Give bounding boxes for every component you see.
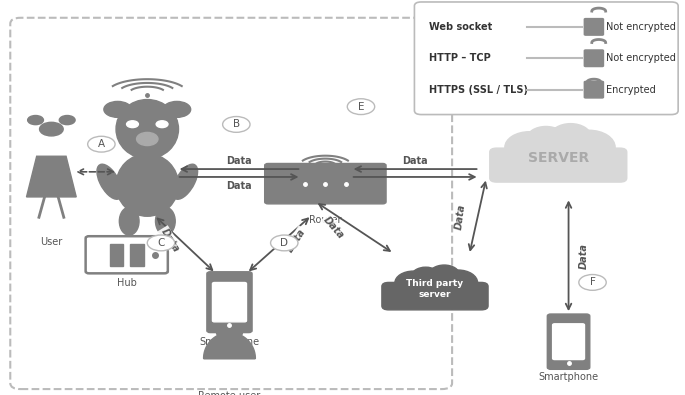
Ellipse shape	[563, 130, 615, 164]
Circle shape	[27, 115, 43, 125]
FancyBboxPatch shape	[207, 272, 252, 333]
Text: Remote user: Remote user	[199, 391, 260, 395]
FancyBboxPatch shape	[584, 50, 603, 66]
FancyBboxPatch shape	[382, 282, 488, 310]
Text: F: F	[590, 277, 595, 288]
Text: Data: Data	[226, 156, 252, 166]
Text: Data: Data	[226, 181, 252, 191]
Ellipse shape	[411, 267, 440, 286]
Ellipse shape	[505, 132, 554, 163]
Polygon shape	[27, 156, 76, 197]
FancyBboxPatch shape	[264, 164, 386, 204]
FancyBboxPatch shape	[553, 324, 584, 359]
FancyBboxPatch shape	[86, 236, 168, 273]
Circle shape	[60, 115, 75, 125]
Text: Smartphone: Smartphone	[538, 372, 599, 382]
Ellipse shape	[395, 271, 432, 295]
Text: C: C	[158, 238, 164, 248]
Text: HTTP – TCP: HTTP – TCP	[429, 53, 491, 63]
FancyBboxPatch shape	[547, 314, 590, 369]
Bar	[110, 244, 123, 265]
FancyBboxPatch shape	[212, 282, 247, 322]
Polygon shape	[203, 333, 256, 359]
Text: Not encrypted: Not encrypted	[606, 22, 676, 32]
Ellipse shape	[119, 207, 139, 235]
Ellipse shape	[438, 270, 477, 295]
Ellipse shape	[550, 124, 591, 150]
Text: Data: Data	[322, 214, 346, 241]
Text: A: A	[98, 139, 105, 149]
Ellipse shape	[97, 164, 122, 199]
Text: Hub: Hub	[116, 278, 137, 288]
Circle shape	[579, 275, 606, 290]
Text: SERVER: SERVER	[527, 151, 589, 165]
FancyBboxPatch shape	[584, 81, 603, 98]
Text: IoToy: IoToy	[135, 251, 160, 261]
Ellipse shape	[521, 129, 596, 175]
FancyBboxPatch shape	[414, 2, 678, 115]
Ellipse shape	[136, 132, 158, 146]
Circle shape	[88, 136, 115, 152]
Circle shape	[216, 325, 242, 340]
Text: Data: Data	[579, 243, 589, 269]
Bar	[130, 244, 144, 265]
Text: Data: Data	[285, 227, 308, 254]
Ellipse shape	[527, 126, 565, 151]
Text: Data: Data	[402, 156, 428, 166]
Ellipse shape	[173, 164, 197, 199]
Text: Not encrypted: Not encrypted	[606, 53, 676, 63]
Text: HTTPS (SSL / TLS): HTTPS (SSL / TLS)	[429, 85, 529, 95]
Text: E: E	[358, 102, 364, 112]
FancyBboxPatch shape	[584, 19, 603, 35]
Ellipse shape	[155, 207, 175, 235]
Text: Web socket: Web socket	[429, 22, 493, 32]
Circle shape	[40, 122, 63, 136]
Circle shape	[347, 99, 375, 115]
Text: Router: Router	[309, 215, 342, 225]
Ellipse shape	[407, 269, 463, 303]
Circle shape	[163, 102, 190, 117]
Ellipse shape	[429, 265, 460, 285]
Text: Third party
server: Third party server	[406, 279, 464, 299]
Circle shape	[271, 235, 298, 251]
Text: Encrypted: Encrypted	[606, 85, 656, 95]
Ellipse shape	[116, 100, 179, 159]
Text: Data: Data	[454, 203, 467, 230]
Circle shape	[223, 117, 250, 132]
Text: D: D	[280, 238, 288, 248]
Circle shape	[127, 121, 138, 128]
Ellipse shape	[116, 154, 179, 216]
Text: B: B	[233, 119, 240, 130]
Circle shape	[104, 102, 132, 117]
Circle shape	[147, 235, 175, 251]
FancyBboxPatch shape	[490, 148, 627, 182]
Text: User: User	[40, 237, 62, 247]
Text: Data: Data	[159, 227, 181, 254]
Circle shape	[156, 121, 168, 128]
Text: Smartphone: Smartphone	[199, 337, 260, 346]
